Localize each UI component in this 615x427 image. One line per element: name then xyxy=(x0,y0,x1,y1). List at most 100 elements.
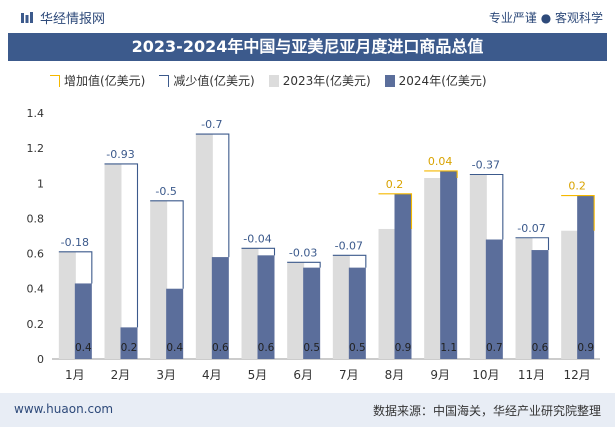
bar-2024-value-label: 1.1 xyxy=(440,342,457,354)
bar-2024 xyxy=(394,193,412,359)
bar-2024-value-label: 0.2 xyxy=(121,342,138,354)
decrease-bracket xyxy=(104,163,139,328)
change-value-label: -0.93 xyxy=(106,148,134,161)
brand: 华经情报网 xyxy=(20,8,105,27)
y-tick-label: 1.4 xyxy=(27,107,45,120)
y-tick-label: 1.2 xyxy=(27,142,45,155)
increase-bracket xyxy=(561,195,595,231)
bar-2024 xyxy=(74,283,92,359)
x-tick-label: 10月 xyxy=(472,368,499,382)
x-tick-label: 2月 xyxy=(111,368,131,382)
chart-legend: 增加值(亿美元) 减少值(亿美元) 2023年(亿美元) 2024年(亿美元) xyxy=(50,72,487,89)
bar-2024-value-label: 0.5 xyxy=(303,342,320,354)
change-value-label: -0.7 xyxy=(201,118,222,131)
decrease-bracket xyxy=(150,200,184,289)
x-tick-label: 12月 xyxy=(564,368,591,382)
x-tick-label: 1月 xyxy=(65,368,85,382)
x-tick-label: 9月 xyxy=(430,368,450,382)
decrease-bracket xyxy=(241,247,276,256)
change-value-label: -0.37 xyxy=(472,159,500,172)
bar-2024-value-label: 0.4 xyxy=(75,342,92,354)
decrease-bracket xyxy=(195,133,230,258)
change-value-label: -0.03 xyxy=(289,246,317,259)
decrease-bracket xyxy=(515,237,550,251)
x-tick-label: 8月 xyxy=(385,368,405,382)
legend-decrease-swatch xyxy=(159,74,170,87)
decrease-bracket xyxy=(287,261,321,268)
bar-2023 xyxy=(58,251,76,359)
legend-2023-label: 2023年(亿美元) xyxy=(282,74,371,88)
change-value-label: -0.04 xyxy=(243,232,271,245)
bar-2023 xyxy=(378,228,396,359)
bar-2023 xyxy=(424,178,442,359)
bar-2024 xyxy=(257,255,275,359)
increase-bracket xyxy=(378,193,413,229)
legend-item-decrease: 减少值(亿美元) xyxy=(159,72,255,89)
legend-decrease-label: 减少值(亿美元) xyxy=(173,74,255,88)
bar-2023 xyxy=(561,230,579,359)
increase-bracket xyxy=(424,170,458,179)
legend-2024-label: 2024年(亿美元) xyxy=(398,74,487,88)
bar-2024 xyxy=(485,239,503,359)
bar-2024-value-label: 0.7 xyxy=(486,342,503,354)
legend-increase-swatch xyxy=(50,74,60,87)
x-tick-label: 4月 xyxy=(202,368,222,382)
bar-2024-value-label: 0.9 xyxy=(395,342,412,354)
bar-2023 xyxy=(469,174,487,359)
bar-2024-value-label: 0.6 xyxy=(258,342,275,354)
y-tick-label: 0.4 xyxy=(27,283,45,296)
bar-2023 xyxy=(104,163,122,359)
bar-2024 xyxy=(531,250,549,359)
bar-2024-value-label: 0.5 xyxy=(349,342,366,354)
bar-2024 xyxy=(166,288,184,359)
x-tick-label: 3月 xyxy=(156,368,176,382)
bar-2023 xyxy=(241,248,259,359)
bar-2024 xyxy=(348,267,366,359)
change-value-label: -0.18 xyxy=(61,236,89,249)
change-value-label: 0.2 xyxy=(386,178,404,191)
x-tick-label: 7月 xyxy=(339,368,359,382)
bar-2024-value-label: 0.6 xyxy=(532,342,549,354)
legend-increase-label: 增加值(亿美元) xyxy=(64,74,146,88)
bar-2024-value-label: 0.6 xyxy=(212,342,229,354)
x-tick-label: 6月 xyxy=(293,368,313,382)
x-tick-label: 11月 xyxy=(518,368,545,382)
top-bar: 华经情报网 专业严谨 ● 客观科学 xyxy=(0,0,615,32)
bar-2024 xyxy=(577,195,595,359)
legend-2023-swatch xyxy=(268,74,279,87)
footer: www.huaon.com 数据来源：中国海关，华经产业研究院整理 xyxy=(0,393,615,427)
decrease-bracket xyxy=(58,251,93,284)
y-tick-label: 0 xyxy=(37,353,44,366)
change-value-label: -0.5 xyxy=(155,185,176,198)
brand-name: 华经情报网 xyxy=(40,12,106,27)
footer-website: www.huaon.com xyxy=(14,402,114,416)
tagline: 专业严谨 ● 客观科学 xyxy=(488,11,603,25)
bar-2024 xyxy=(440,170,458,359)
y-tick-label: 0.6 xyxy=(27,248,45,261)
bar-2024 xyxy=(120,327,138,359)
change-value-label: 0.04 xyxy=(428,155,453,168)
bar-2024-value-label: 0.9 xyxy=(577,342,594,354)
bar-chart: 0 0.2 0.4 0.6 0.8 1 1.2 1.4 0.4 -0.18 1月 0.2 -0.93 2月… xyxy=(27,107,600,382)
y-tick-label: 1 xyxy=(37,177,44,190)
chart-title: 2023-2024年中国与亚美尼亚月度进口商品总值 xyxy=(8,33,607,61)
bar-2023 xyxy=(515,237,533,359)
bar-2024 xyxy=(303,267,321,359)
y-tick-label: 0.2 xyxy=(27,318,45,331)
legend-item-2024: 2024年(亿美元) xyxy=(384,72,487,89)
brand-logo-icon xyxy=(21,11,33,23)
legend-2024-swatch xyxy=(384,74,395,87)
decrease-bracket xyxy=(332,254,367,268)
change-value-label: -0.07 xyxy=(335,239,363,252)
change-value-label: 0.2 xyxy=(568,180,586,193)
bar-2023 xyxy=(287,262,305,359)
bar-2023 xyxy=(150,200,168,359)
bar-2024 xyxy=(211,257,229,359)
bar-2024-value-label: 0.4 xyxy=(166,342,183,354)
bar-2023 xyxy=(332,255,350,359)
legend-item-2023: 2023年(亿美元) xyxy=(268,72,371,89)
change-value-label: -0.07 xyxy=(517,222,545,235)
x-tick-label: 5月 xyxy=(248,368,268,382)
footer-source: 数据来源：中国海关，华经产业研究院整理 xyxy=(372,404,601,418)
bar-2023 xyxy=(195,134,213,359)
